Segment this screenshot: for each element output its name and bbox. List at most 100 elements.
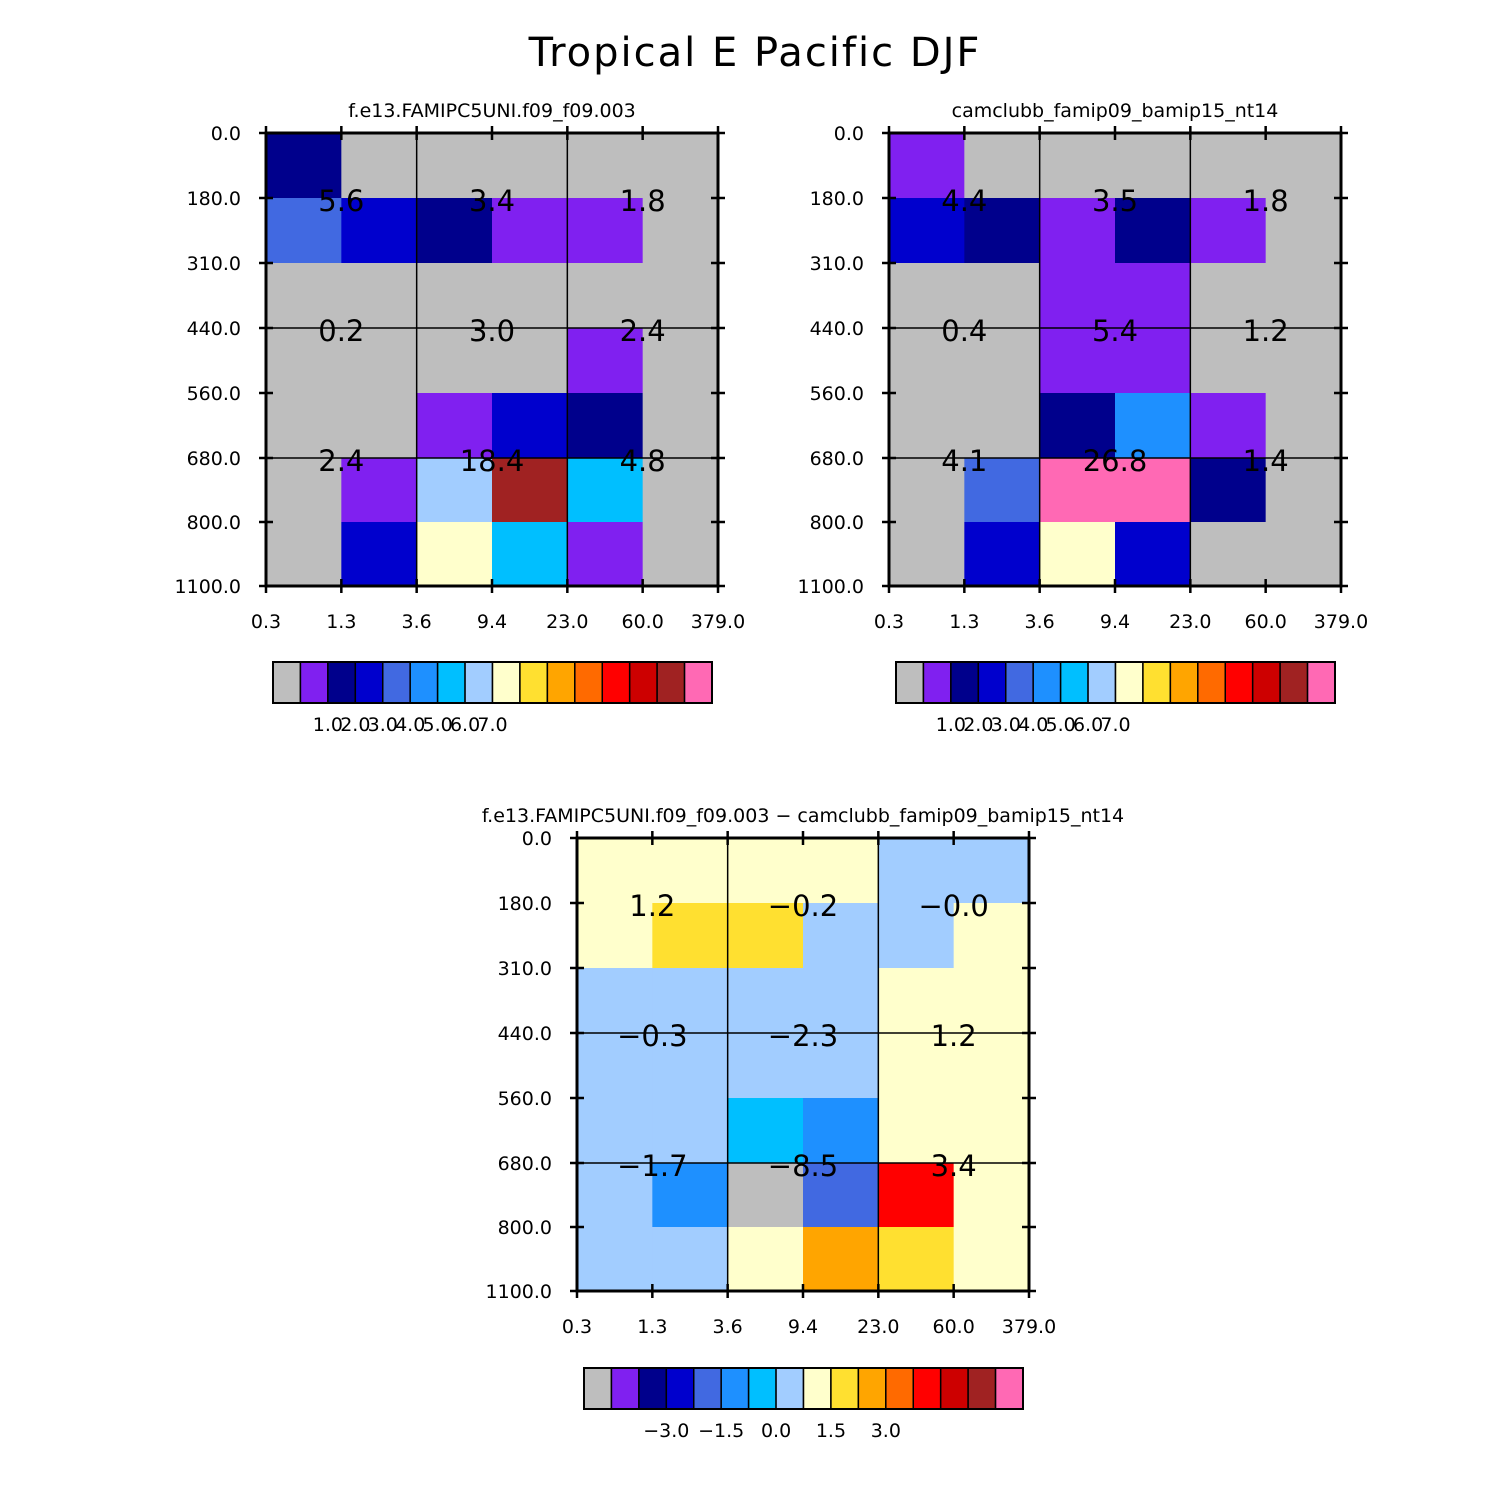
colorbar-swatch xyxy=(583,1367,613,1410)
heatmap-cell xyxy=(577,1163,653,1228)
heatmap-cell xyxy=(577,968,653,1034)
colorbar-swatch xyxy=(1059,661,1089,704)
heatmap-cell xyxy=(567,458,644,523)
heatmap-cell xyxy=(266,198,342,264)
y-tick-label: 0.0 xyxy=(522,828,552,850)
heatmap-cell xyxy=(1265,458,1342,523)
cell-value-label: 1.2 xyxy=(629,889,675,923)
heatmap-cell xyxy=(577,1098,653,1164)
heatmap-cell xyxy=(567,133,644,199)
colorbar-swatch xyxy=(491,661,521,704)
heatmap-cell xyxy=(492,133,568,199)
colorbar-label: −3.0 xyxy=(643,1420,689,1442)
colorbar-swatch xyxy=(1142,661,1172,704)
heatmap-cell xyxy=(652,1098,729,1164)
x-tick-label: 379.0 xyxy=(691,611,745,633)
y-tick-label: 310.0 xyxy=(498,958,552,980)
heatmap-cell xyxy=(341,522,418,587)
heatmap-cell xyxy=(642,328,719,394)
colorbar-swatch xyxy=(802,1367,832,1410)
y-tick-label: 560.0 xyxy=(498,1088,552,1110)
cell-value-label: −0.3 xyxy=(617,1019,687,1053)
heatmap-cell xyxy=(567,198,644,264)
colorbar: −3.0 −1.5 0.0 1.5 3.0 xyxy=(583,1367,1024,1442)
colorbar-frame xyxy=(583,1367,1024,1410)
colorbar-label: 5.0 xyxy=(1046,714,1076,736)
heatmap-cell xyxy=(803,968,879,1034)
cell-value-label: 18.4 xyxy=(460,444,525,478)
heatmap-cell xyxy=(878,1227,955,1292)
heatmap-cell xyxy=(416,458,493,523)
heatmap-cell xyxy=(727,1163,804,1228)
heatmap-cell xyxy=(1190,263,1267,329)
heatmap-cell xyxy=(567,328,644,394)
cell-value-label: 26.8 xyxy=(1083,444,1148,478)
panel-2: camclubb_famip09_bamip15_nt14 4.4 3.5 1.8 0.… xyxy=(798,100,1369,736)
x-tick-label: 0.3 xyxy=(874,611,904,633)
heatmap-cell xyxy=(577,1227,653,1292)
heatmap-cell xyxy=(1115,198,1191,264)
heatmap-cell xyxy=(964,393,1041,459)
colorbar: 1.02.03.04.05.06.07.0 xyxy=(895,661,1336,736)
cell-value-label: 2.4 xyxy=(620,314,666,348)
heatmap-cell xyxy=(964,133,1041,199)
heatmap-cell xyxy=(1039,133,1116,199)
heatmap-cell xyxy=(727,1227,804,1292)
heatmap-cell xyxy=(1115,522,1191,587)
heatmap-cell xyxy=(266,458,342,523)
cell-value-label: 1.8 xyxy=(1243,184,1289,218)
cell-value-label: 2.4 xyxy=(318,444,364,478)
y-tick-label: 1100.0 xyxy=(175,576,241,598)
y-tick-label: 680.0 xyxy=(498,1153,552,1175)
heatmap-cell xyxy=(1039,198,1116,264)
cell-value-label: 1.8 xyxy=(620,184,666,218)
heatmap-cell xyxy=(1265,198,1342,264)
x-tick-label: 23.0 xyxy=(857,1316,899,1338)
colorbar-swatch xyxy=(977,661,1007,704)
x-tick-label: 9.4 xyxy=(477,611,507,633)
y-tick-label: 800.0 xyxy=(810,512,864,534)
colorbar-label: 3.0 xyxy=(871,1420,901,1442)
cell-value-label: 3.4 xyxy=(931,1149,977,1183)
heatmap-cell xyxy=(889,393,965,459)
heatmap-cell xyxy=(341,133,418,199)
colorbar-swatch xyxy=(638,1367,668,1410)
cell-value-label: 4.8 xyxy=(620,444,666,478)
heatmap-cell xyxy=(1190,522,1267,587)
heatmap-cell xyxy=(416,263,493,329)
colorbar-label: 7.0 xyxy=(1100,714,1130,736)
colorbar-label: 2.0 xyxy=(963,714,993,736)
heatmap-cell xyxy=(642,263,719,329)
heatmap-cell xyxy=(652,903,729,969)
y-tick-label: 1100.0 xyxy=(798,576,864,598)
colorbar-label: 6.0 xyxy=(450,714,480,736)
cell-value-label: −2.3 xyxy=(768,1019,838,1053)
heatmap-cell xyxy=(492,198,568,264)
x-tick-label: 3.6 xyxy=(1025,611,1055,633)
heatmap-cell xyxy=(889,328,965,394)
colorbar-label: 5.0 xyxy=(423,714,453,736)
heatmap-cell xyxy=(341,263,418,329)
heatmap-cell xyxy=(1115,133,1191,199)
heatmap-cell xyxy=(642,393,719,459)
heatmap-cell xyxy=(416,133,493,199)
x-tick-label: 23.0 xyxy=(546,611,588,633)
heatmap-cell xyxy=(492,393,568,459)
colorbar-swatch xyxy=(967,1367,997,1410)
colorbar-label: 1.0 xyxy=(936,714,966,736)
colorbar-swatch xyxy=(857,1367,887,1410)
colorbar-label: 4.0 xyxy=(395,714,425,736)
heatmap-cell xyxy=(642,198,719,264)
heatmap-cell xyxy=(1190,393,1267,459)
heatmap-cell xyxy=(416,198,493,264)
colorbar-label: 0.0 xyxy=(761,1420,791,1442)
cell-value-label: 1.4 xyxy=(1243,444,1289,478)
heatmap-cell xyxy=(878,1163,955,1228)
colorbar: 1.02.03.04.05.06.07.0 xyxy=(272,661,713,736)
cell-value-label: −8.5 xyxy=(768,1149,838,1183)
heatmap-cell xyxy=(1190,198,1267,264)
heatmap-cell xyxy=(341,458,418,523)
cell-value-label: 4.4 xyxy=(941,184,987,218)
colorbar-swatch xyxy=(628,661,658,704)
